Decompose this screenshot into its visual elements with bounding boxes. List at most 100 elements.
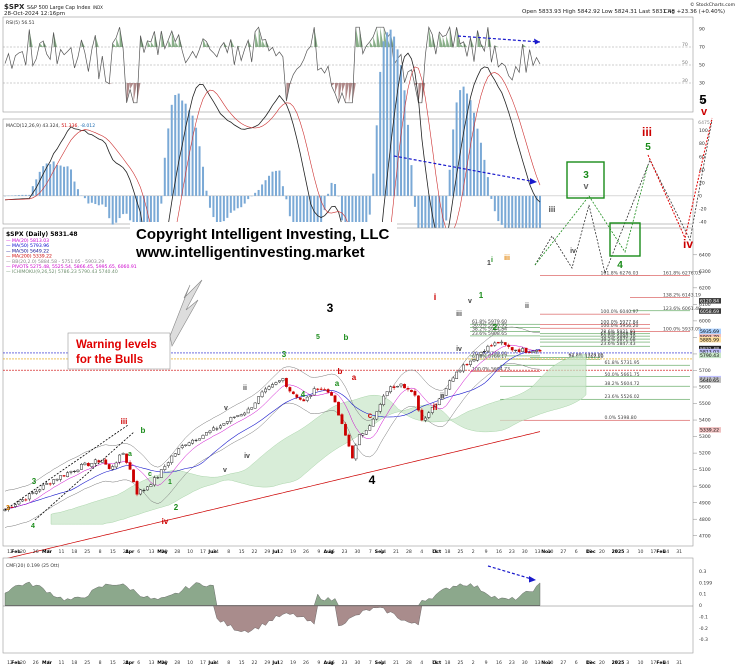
x-day-tick: 4	[420, 549, 423, 555]
candle-body	[298, 397, 302, 400]
x-month-label: Jul	[271, 549, 279, 555]
macd-histogram-bar	[129, 195, 132, 221]
x-day-tick: 13	[535, 660, 541, 666]
macd-histogram-bar	[514, 195, 517, 252]
macd-histogram-bar	[288, 195, 291, 217]
candle-body	[472, 359, 476, 362]
projection-path	[534, 119, 713, 275]
price-tick: 6000	[699, 318, 711, 324]
x-day-tick: 25	[84, 549, 90, 555]
macd-histogram-bar	[188, 110, 191, 196]
macd-histogram-bar	[521, 195, 524, 256]
candle-body	[361, 433, 365, 436]
candle-body	[83, 462, 87, 466]
macd-histogram-bar	[212, 195, 215, 218]
candle-body	[392, 386, 396, 388]
candle-body	[517, 349, 521, 352]
price-title: $SPX (Daily) 5831.48	[6, 231, 78, 238]
candle-body	[170, 455, 174, 463]
price-tick: 5500	[699, 401, 711, 407]
macd-tick: 0	[699, 193, 702, 199]
x-day-tick: 13	[535, 549, 541, 555]
fib-label: 50.0% 5661.75	[605, 372, 640, 378]
price-tick: 6200	[699, 285, 711, 291]
x-day-tick: 19	[290, 660, 296, 666]
candle-body	[24, 499, 28, 501]
wave-label: v	[224, 405, 228, 412]
macd-histogram-bar	[268, 175, 271, 196]
macd-histogram-bar	[396, 49, 399, 196]
x-day-tick: 24	[213, 549, 219, 555]
x-day-tick: 17	[650, 549, 656, 555]
copyright-box	[130, 222, 397, 264]
x-day-tick: 30	[522, 549, 528, 555]
fib-label: 61.8% 5908.44	[601, 331, 636, 337]
candle-body	[465, 363, 469, 366]
macd-histogram-bar	[466, 93, 469, 196]
price-flag	[699, 298, 721, 304]
candle-body	[521, 348, 525, 352]
candle-body	[125, 453, 128, 463]
macd-histogram-bar	[344, 195, 347, 246]
ticker: $SPX	[4, 3, 25, 11]
candle-body	[20, 499, 24, 502]
macd-histogram-bar	[233, 195, 236, 211]
candle-body	[524, 347, 528, 353]
macd-histogram-bar	[445, 195, 448, 221]
x-day-tick: 23	[509, 660, 515, 666]
macd-histogram-bar	[240, 195, 243, 208]
macd-histogram-bar	[532, 195, 535, 249]
x-day-tick: 18	[71, 660, 77, 666]
candle-body	[128, 462, 132, 470]
macd-tick: -20	[699, 207, 707, 213]
macd-histogram-bar	[403, 90, 406, 196]
price-panel: $SPX (Daily) 5831.48 — MA(20) 5813.03— M…	[2, 92, 721, 560]
macd-histogram-bar	[229, 195, 232, 213]
candle-body	[371, 418, 375, 427]
price-flag-label: 6058.69	[700, 309, 719, 315]
wave-label: ii	[525, 303, 529, 310]
wave-label: iv	[244, 453, 250, 460]
x-day-tick: 22	[252, 549, 258, 555]
candle-body	[274, 382, 278, 385]
macd-histogram-bar	[139, 195, 142, 247]
macd-histogram-bar	[94, 195, 97, 205]
macd-histogram-bar	[17, 195, 20, 196]
candle-body	[462, 364, 465, 372]
macd-histogram-bar	[136, 195, 139, 241]
macd-histogram-bar	[70, 169, 73, 196]
candle-body	[118, 454, 122, 463]
candle-body	[10, 506, 14, 508]
candle-body	[354, 444, 358, 460]
x-day-tick: 16	[329, 660, 335, 666]
macd-histogram-bar	[56, 164, 59, 196]
candle-body	[93, 459, 97, 464]
macd-histogram-bar	[493, 195, 496, 212]
candle-body	[326, 389, 330, 393]
price-flag	[699, 336, 721, 343]
x-day-tick: 26	[33, 660, 39, 666]
candle-body	[444, 388, 448, 396]
wave-label: ii	[432, 402, 437, 412]
x-month-label: May	[157, 549, 168, 555]
wave-label: iii	[549, 205, 556, 214]
candle-body	[291, 391, 295, 395]
rsi-divergence-arrow	[534, 38, 540, 45]
price-candles	[3, 339, 542, 512]
candle-body	[417, 395, 420, 411]
x-day-tick: 6	[575, 660, 578, 666]
candle-body	[218, 425, 222, 429]
target-label: 6475	[698, 120, 710, 126]
macd-tick: 80	[699, 141, 705, 147]
macd-histogram-bar	[455, 102, 458, 196]
fib-label: 100.0% 5977.84	[601, 320, 639, 326]
candle-body	[302, 399, 306, 402]
x-day-tick: 26	[303, 660, 309, 666]
stockcharts-logo: © StockCharts.com	[690, 1, 736, 8]
x-day-tick: 17	[200, 549, 206, 555]
x-day-tick: 3	[626, 549, 629, 555]
candle-body	[184, 444, 188, 446]
macd-divergence-line	[393, 155, 537, 183]
macd-histogram-bar	[24, 194, 27, 196]
x-day-tick: 15	[239, 549, 245, 555]
